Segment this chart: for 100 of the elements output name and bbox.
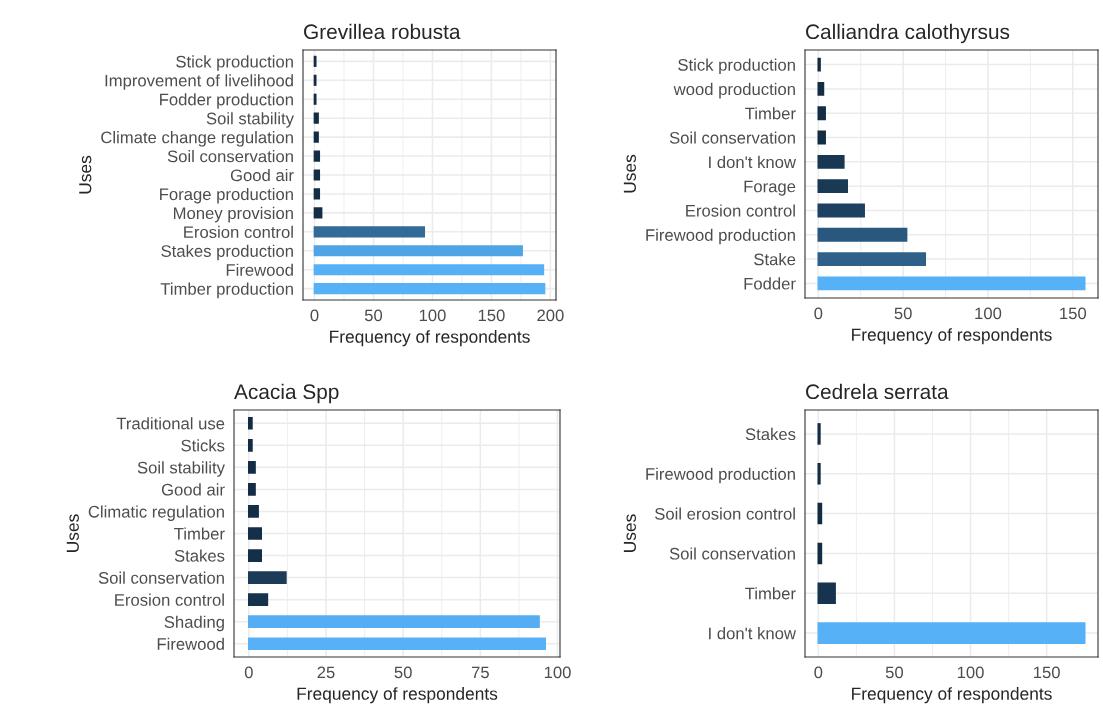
bar <box>817 81 825 96</box>
x-tick-label: 150 <box>1060 307 1087 320</box>
bar <box>817 106 826 121</box>
y-tick-label: I don't know <box>709 155 797 169</box>
y-axis-title: Uses <box>79 155 92 194</box>
chart-title: Acacia Spp <box>234 383 339 404</box>
bar <box>313 264 545 276</box>
bar <box>313 169 321 181</box>
bar <box>817 179 848 194</box>
y-tick-label: Stakes <box>174 549 225 562</box>
bar <box>313 131 319 143</box>
y-tick-label: Improvement of livelihood <box>105 74 293 90</box>
y-tick-label: Timber <box>745 107 796 120</box>
y-tick-label: Soil conservation <box>167 150 293 163</box>
y-tick-label: Timber production <box>160 282 293 299</box>
y-tick-label: Erosion control <box>686 204 795 217</box>
chart-title: Calliandra calothyrsus <box>806 23 1010 44</box>
x-tick-label: 50 <box>885 666 904 679</box>
y-tick-label: Stake <box>754 253 796 266</box>
x-tick-label: 150 <box>1034 666 1060 679</box>
x-tick-label: 100 <box>975 307 1002 320</box>
y-tick-label: Timber <box>745 587 796 600</box>
bar <box>817 130 826 145</box>
bar <box>817 276 1086 291</box>
chart-title: Cedrela serrata <box>806 383 949 400</box>
y-axis-title: Uses <box>66 514 79 552</box>
bar <box>313 150 321 162</box>
y-tick-label: Soil conservation <box>669 131 795 144</box>
x-tick-label: 0 <box>814 307 823 320</box>
x-tick-label: 100 <box>544 666 571 679</box>
y-tick-label: Forage <box>744 180 796 196</box>
y-tick-label: Shading <box>164 615 224 632</box>
x-tick-label: 50 <box>364 309 383 322</box>
bar <box>817 227 908 242</box>
x-tick-label: 0 <box>244 666 253 679</box>
x-tick-label: 25 <box>317 666 335 679</box>
y-tick-label: Soil conservation <box>98 571 224 584</box>
y-tick-label: Forage production <box>160 187 293 204</box>
x-tick-label: 50 <box>894 307 912 320</box>
bar <box>247 460 256 474</box>
x-tick-label: 200 <box>537 309 564 322</box>
bar <box>313 283 546 295</box>
y-tick-label: Good air <box>230 168 294 182</box>
y-tick-label: Soil erosion control <box>655 507 795 520</box>
y-tick-label: wood production <box>673 82 795 99</box>
bar <box>817 622 1086 644</box>
x-tick-label: 100 <box>419 309 446 322</box>
bar <box>817 154 845 169</box>
x-tick-label: 150 <box>478 309 505 322</box>
bar <box>247 571 287 584</box>
x-tick-label: 0 <box>310 309 319 322</box>
bar <box>313 226 426 238</box>
bar <box>313 112 319 124</box>
y-tick-label: Firewood <box>157 637 224 650</box>
bar <box>817 252 927 267</box>
y-tick-label: Timber <box>174 527 225 540</box>
y-tick-label: Soil stability <box>137 461 225 477</box>
y-tick-label: Erosion control <box>115 593 224 606</box>
y-tick-label: Fodder production <box>160 93 293 109</box>
y-tick-label: Stick production <box>678 58 795 75</box>
y-axis-title: Uses <box>623 154 636 193</box>
y-tick-label: Firewood production <box>646 467 795 484</box>
bar <box>247 527 263 540</box>
bar <box>247 505 259 518</box>
y-tick-label: Soil stability <box>206 112 294 128</box>
y-tick-label: Firewood <box>226 263 293 276</box>
bar <box>817 542 823 565</box>
y-tick-label: I don't know <box>709 627 797 640</box>
y-tick-label: Climatic regulation <box>88 505 224 521</box>
bar <box>247 615 540 629</box>
y-tick-label: Climate change regulation <box>101 131 293 147</box>
x-axis-title: Frequency of respondents <box>297 687 498 704</box>
y-tick-label: Stakes production <box>161 244 293 261</box>
chart-title: Grevillea robusta <box>304 23 461 40</box>
y-tick-label: Traditional use <box>116 417 225 430</box>
y-axis-title: Uses <box>623 514 636 552</box>
x-axis-title: Frequency of respondents <box>852 687 1052 704</box>
bar <box>817 502 823 525</box>
x-tick-label: 75 <box>471 666 489 679</box>
x-axis-title: Frequency of respondents <box>852 328 1052 345</box>
y-tick-label: Fodder <box>744 277 796 290</box>
bar <box>247 637 547 651</box>
bar <box>313 207 323 219</box>
x-axis-title: Frequency of respondents <box>330 330 530 347</box>
y-tick-label: Good air <box>161 483 225 496</box>
bar <box>247 416 253 430</box>
x-tick-label: 0 <box>814 666 823 679</box>
y-tick-label: Firewood production <box>646 228 795 245</box>
bar <box>247 593 269 607</box>
y-tick-label: Stakes <box>745 427 796 441</box>
bar <box>817 582 836 605</box>
bar <box>313 188 321 200</box>
x-tick-label: 50 <box>394 666 412 679</box>
bar <box>817 203 865 218</box>
y-tick-label: Sticks <box>181 439 225 452</box>
y-tick-label: Soil conservation <box>669 547 795 560</box>
bar <box>247 438 253 452</box>
x-tick-label: 100 <box>957 666 984 679</box>
y-tick-label: Stick production <box>176 55 293 71</box>
y-tick-label: Erosion control <box>184 225 293 239</box>
